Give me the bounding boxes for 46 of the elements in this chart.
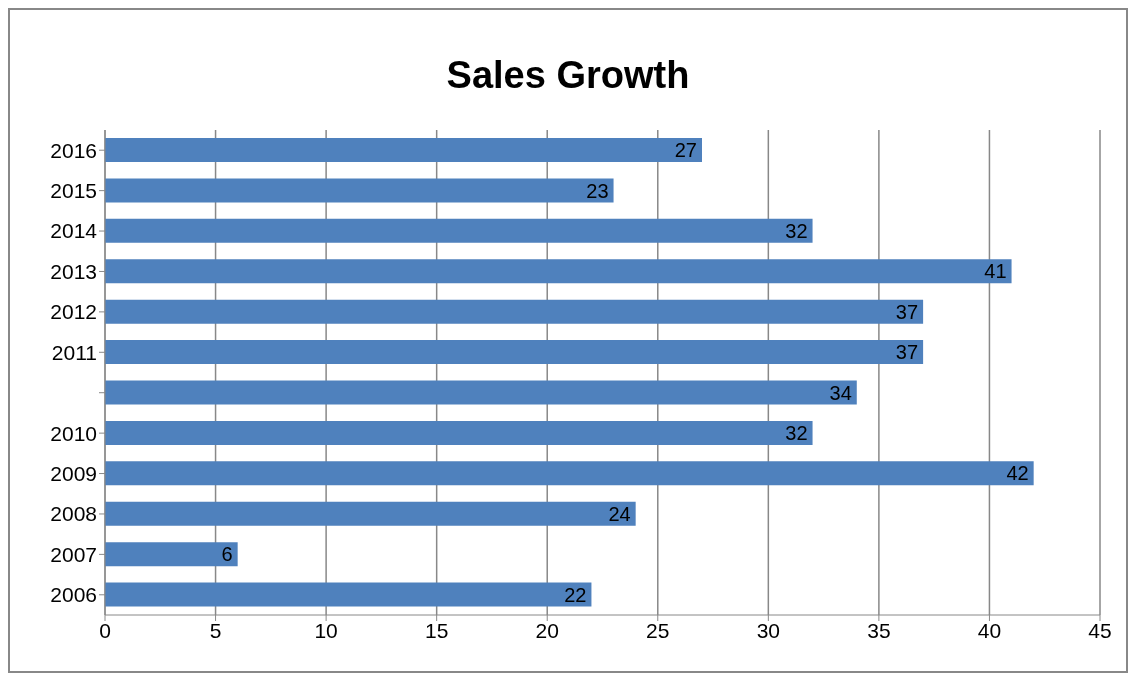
y-tick-label: 2012 — [50, 300, 97, 324]
bar — [105, 178, 614, 203]
bar — [105, 218, 813, 243]
bar — [105, 582, 592, 607]
bar — [105, 542, 238, 567]
x-tick-label: 45 — [1088, 618, 1112, 642]
data-label: 6 — [221, 543, 233, 566]
data-label: 27 — [674, 139, 697, 162]
data-label: 23 — [586, 179, 609, 202]
data-label: 42 — [1006, 462, 1029, 485]
bar — [105, 299, 924, 324]
bar — [105, 138, 702, 162]
y-tick-label: 2016 — [50, 138, 97, 162]
data-label: 34 — [829, 381, 852, 404]
x-tick-label: 30 — [756, 618, 781, 642]
y-tick-label: 2014 — [50, 219, 98, 243]
y-tick-label: 2015 — [50, 179, 97, 203]
x-tick-label: 35 — [867, 618, 891, 642]
bar — [105, 259, 1012, 284]
y-tick-label: 2010 — [50, 421, 97, 445]
chart-title: Sales Growth — [445, 53, 691, 96]
data-label: 37 — [895, 300, 919, 323]
bar — [105, 420, 813, 445]
bar — [105, 461, 1034, 486]
x-tick-label: 15 — [424, 618, 449, 642]
y-tick-label: 2013 — [50, 259, 97, 283]
y-tick-label: 2009 — [50, 462, 97, 485]
bar — [105, 501, 636, 526]
data-label: 37 — [895, 341, 919, 364]
x-tick-label: 10 — [314, 618, 338, 642]
x-tick-label: 40 — [977, 618, 1002, 642]
data-label: 32 — [785, 422, 808, 445]
data-label: 24 — [608, 502, 631, 525]
x-tick-label: 5 — [209, 618, 222, 642]
x-tick-label: 20 — [535, 618, 559, 642]
x-tick-label: 25 — [646, 618, 670, 642]
data-label: 32 — [785, 219, 808, 242]
bar — [105, 380, 857, 405]
data-label: 22 — [564, 583, 587, 606]
y-tick-label: 2006 — [50, 583, 97, 607]
y-tick-label: 2008 — [50, 502, 97, 526]
y-tick-label: 2011 — [51, 340, 97, 364]
y-tick-label: 2007 — [50, 542, 97, 566]
data-label: 41 — [984, 260, 1007, 283]
x-tick-label: 0 — [99, 618, 111, 642]
bar — [105, 340, 924, 365]
